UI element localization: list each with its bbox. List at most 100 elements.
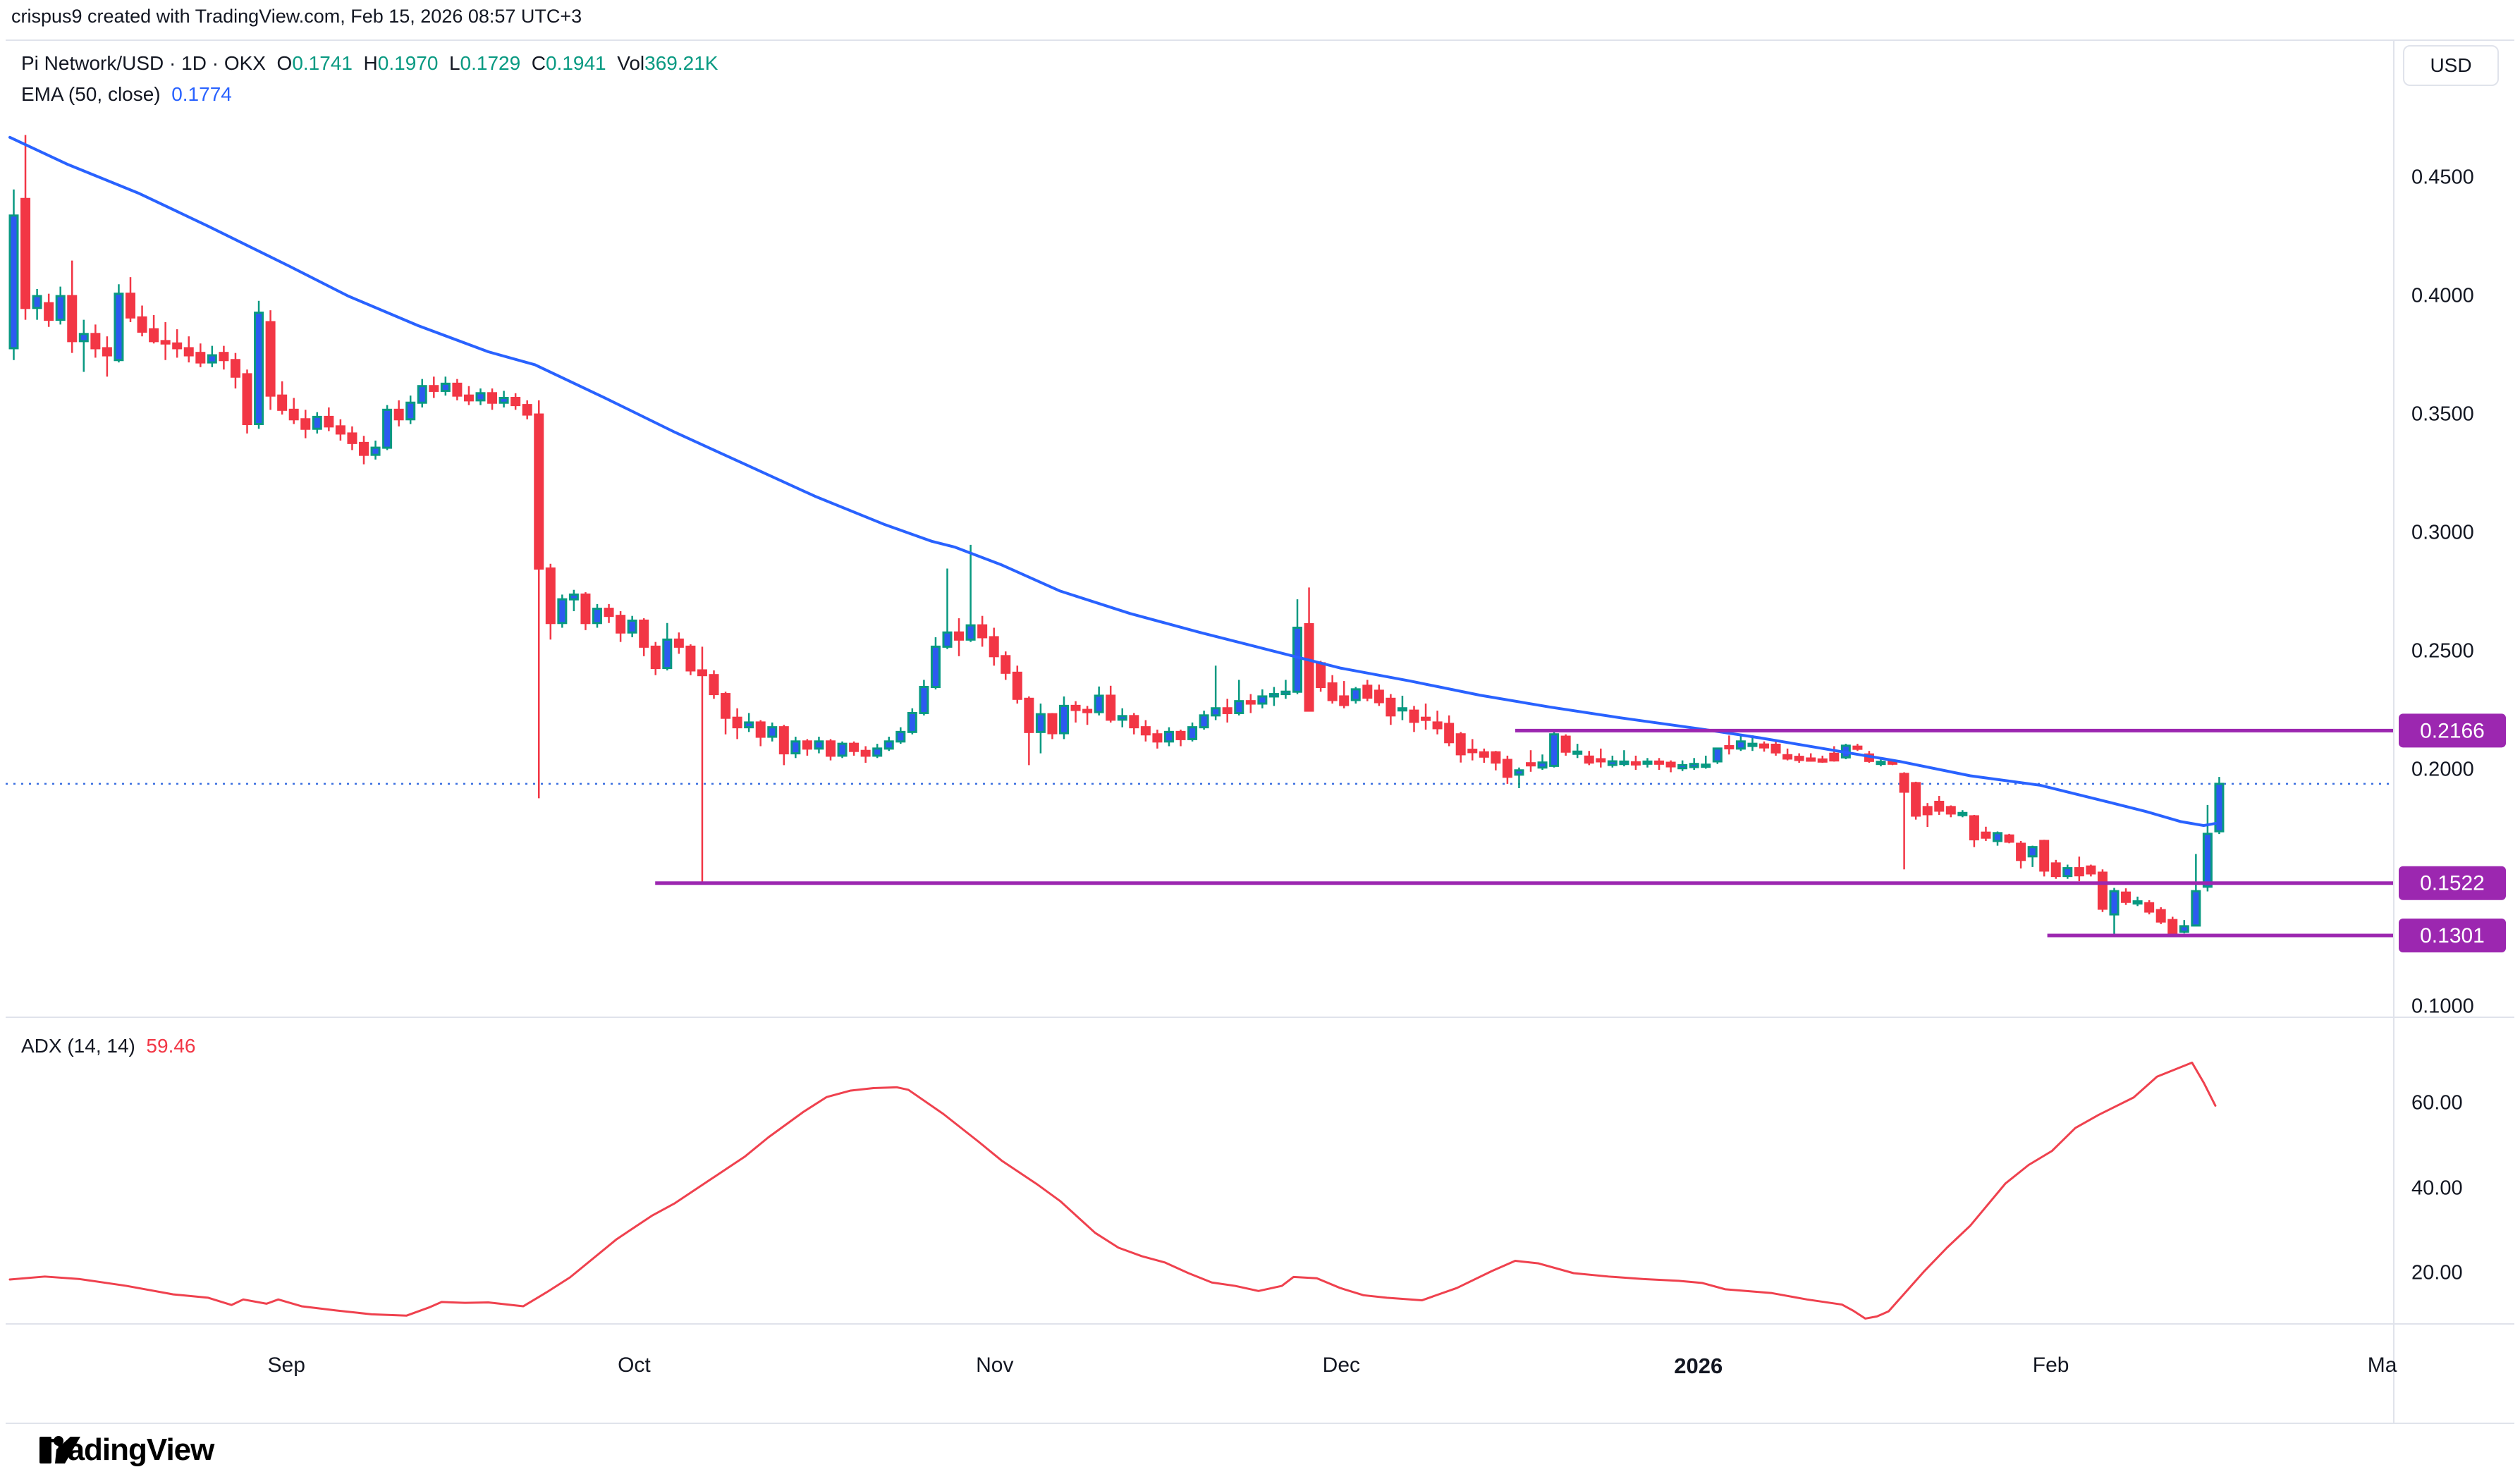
candle-body [919, 685, 929, 714]
candle-body [557, 598, 568, 625]
low-value: 0.1729 [460, 52, 521, 74]
legend: Pi Network/USD · 1D · OKX O 0.1741 H 0.197… [21, 48, 718, 110]
close-value: 0.1941 [545, 52, 606, 74]
adx-label[interactable]: ADX (14, 14) [21, 1035, 135, 1057]
candle-body [989, 636, 999, 658]
candle-body [977, 624, 988, 639]
candle-body [2121, 891, 2131, 903]
candle-body [2097, 871, 2108, 910]
candle-body [44, 302, 54, 321]
candle-body [265, 321, 276, 397]
tradingview-logo[interactable]: TradingView [39, 1432, 214, 1468]
symbol-title[interactable]: Pi Network/USD [21, 52, 164, 74]
candle-body [324, 415, 334, 428]
candle-body [1374, 689, 1384, 704]
candle-body [440, 382, 451, 392]
candle-body [1444, 723, 1455, 744]
candle-body [1817, 758, 1828, 763]
candle-body [1024, 697, 1034, 733]
candle-body [2004, 834, 2014, 843]
pane-separator[interactable] [6, 1017, 2514, 1018]
candle-body [1012, 671, 1022, 700]
candle-body [2132, 900, 2143, 905]
candle-body [1526, 762, 1536, 767]
candle-body [1584, 755, 1594, 764]
candle-body [1001, 655, 1011, 674]
volume-label: Vol [617, 52, 645, 74]
level-badge [2399, 918, 2506, 952]
candle-body [534, 413, 544, 570]
candle-body [149, 328, 159, 343]
candle-body [2191, 890, 2201, 927]
candle-body [1759, 743, 1769, 749]
time-axis-label: Oct [618, 1354, 651, 1377]
ema-legend-row[interactable]: EMA (50, close) 0.1774 [21, 79, 718, 110]
open-value: 0.1741 [292, 52, 353, 74]
adx-legend-row[interactable]: ADX (14, 14) 59.46 [21, 1031, 196, 1062]
candle-body [778, 726, 789, 755]
attribution-text: crispus9 created with TradingView.com, F… [11, 6, 582, 27]
candle-body [2202, 833, 2213, 888]
candle-body [604, 608, 614, 618]
candle-body [2109, 890, 2120, 916]
candle-body [1117, 715, 1127, 721]
candle-body [2062, 867, 2073, 878]
price-axis-separator [2393, 39, 2394, 1424]
candle-body [1981, 831, 1991, 839]
candle-body [277, 394, 288, 411]
candlestick-series [8, 135, 2225, 936]
candle-body [1175, 730, 1186, 740]
price-axis-label: 0.2000 [2411, 758, 2474, 781]
candle-body [207, 354, 217, 364]
spacer [353, 48, 364, 79]
candle-body [1129, 715, 1139, 729]
spacer [606, 48, 618, 79]
candle-body [1163, 730, 1174, 743]
candle-body [826, 740, 836, 757]
candle-body [883, 740, 894, 750]
candle-body [1409, 709, 1419, 723]
candle-body [755, 721, 766, 738]
candle-body [160, 340, 171, 345]
candle-body [1806, 757, 1816, 762]
candle-body [1701, 763, 1711, 768]
candle-body [1199, 714, 1209, 729]
candle-body [1665, 761, 1676, 768]
candle-body [1106, 694, 1116, 721]
candle-body [545, 567, 556, 625]
symbol-interval[interactable]: 1D [181, 52, 207, 74]
candle-body [1630, 761, 1641, 766]
candle-body [1467, 749, 1478, 754]
candle-body [335, 425, 345, 435]
candle-body [1560, 735, 1571, 753]
candle-body [463, 394, 474, 402]
symbol-legend-row[interactable]: Pi Network/USD · 1D · OKX O 0.1741 H 0.197… [21, 48, 718, 79]
candle-body [2214, 783, 2225, 833]
candle-body [849, 742, 860, 752]
candle-body [592, 608, 602, 625]
widget-bottom-border [6, 1423, 2514, 1424]
candle-body [907, 711, 917, 733]
candle-body [650, 645, 661, 670]
symbol-exchange[interactable]: OKX [224, 52, 266, 74]
candle-body [1082, 708, 1093, 713]
adx-axis-label: 20.00 [2411, 1261, 2463, 1284]
candle-body [1689, 763, 1699, 768]
candle-body [347, 432, 357, 444]
candle-body [382, 408, 393, 449]
candle-body [895, 730, 906, 743]
candle-body [802, 740, 812, 750]
candle-body [32, 295, 42, 309]
candle-body [1491, 751, 1501, 764]
currency-button[interactable]: USD [2403, 45, 2499, 86]
candle-body [744, 721, 754, 729]
candle-body [1596, 758, 1606, 763]
separator-dot: · [164, 52, 182, 74]
candle-body [102, 347, 112, 357]
ema-label[interactable]: EMA (50, close) [21, 83, 161, 105]
candle-body [1572, 750, 1583, 755]
candle-body [417, 385, 427, 404]
candle-body [114, 293, 124, 362]
candle-body [639, 619, 649, 648]
